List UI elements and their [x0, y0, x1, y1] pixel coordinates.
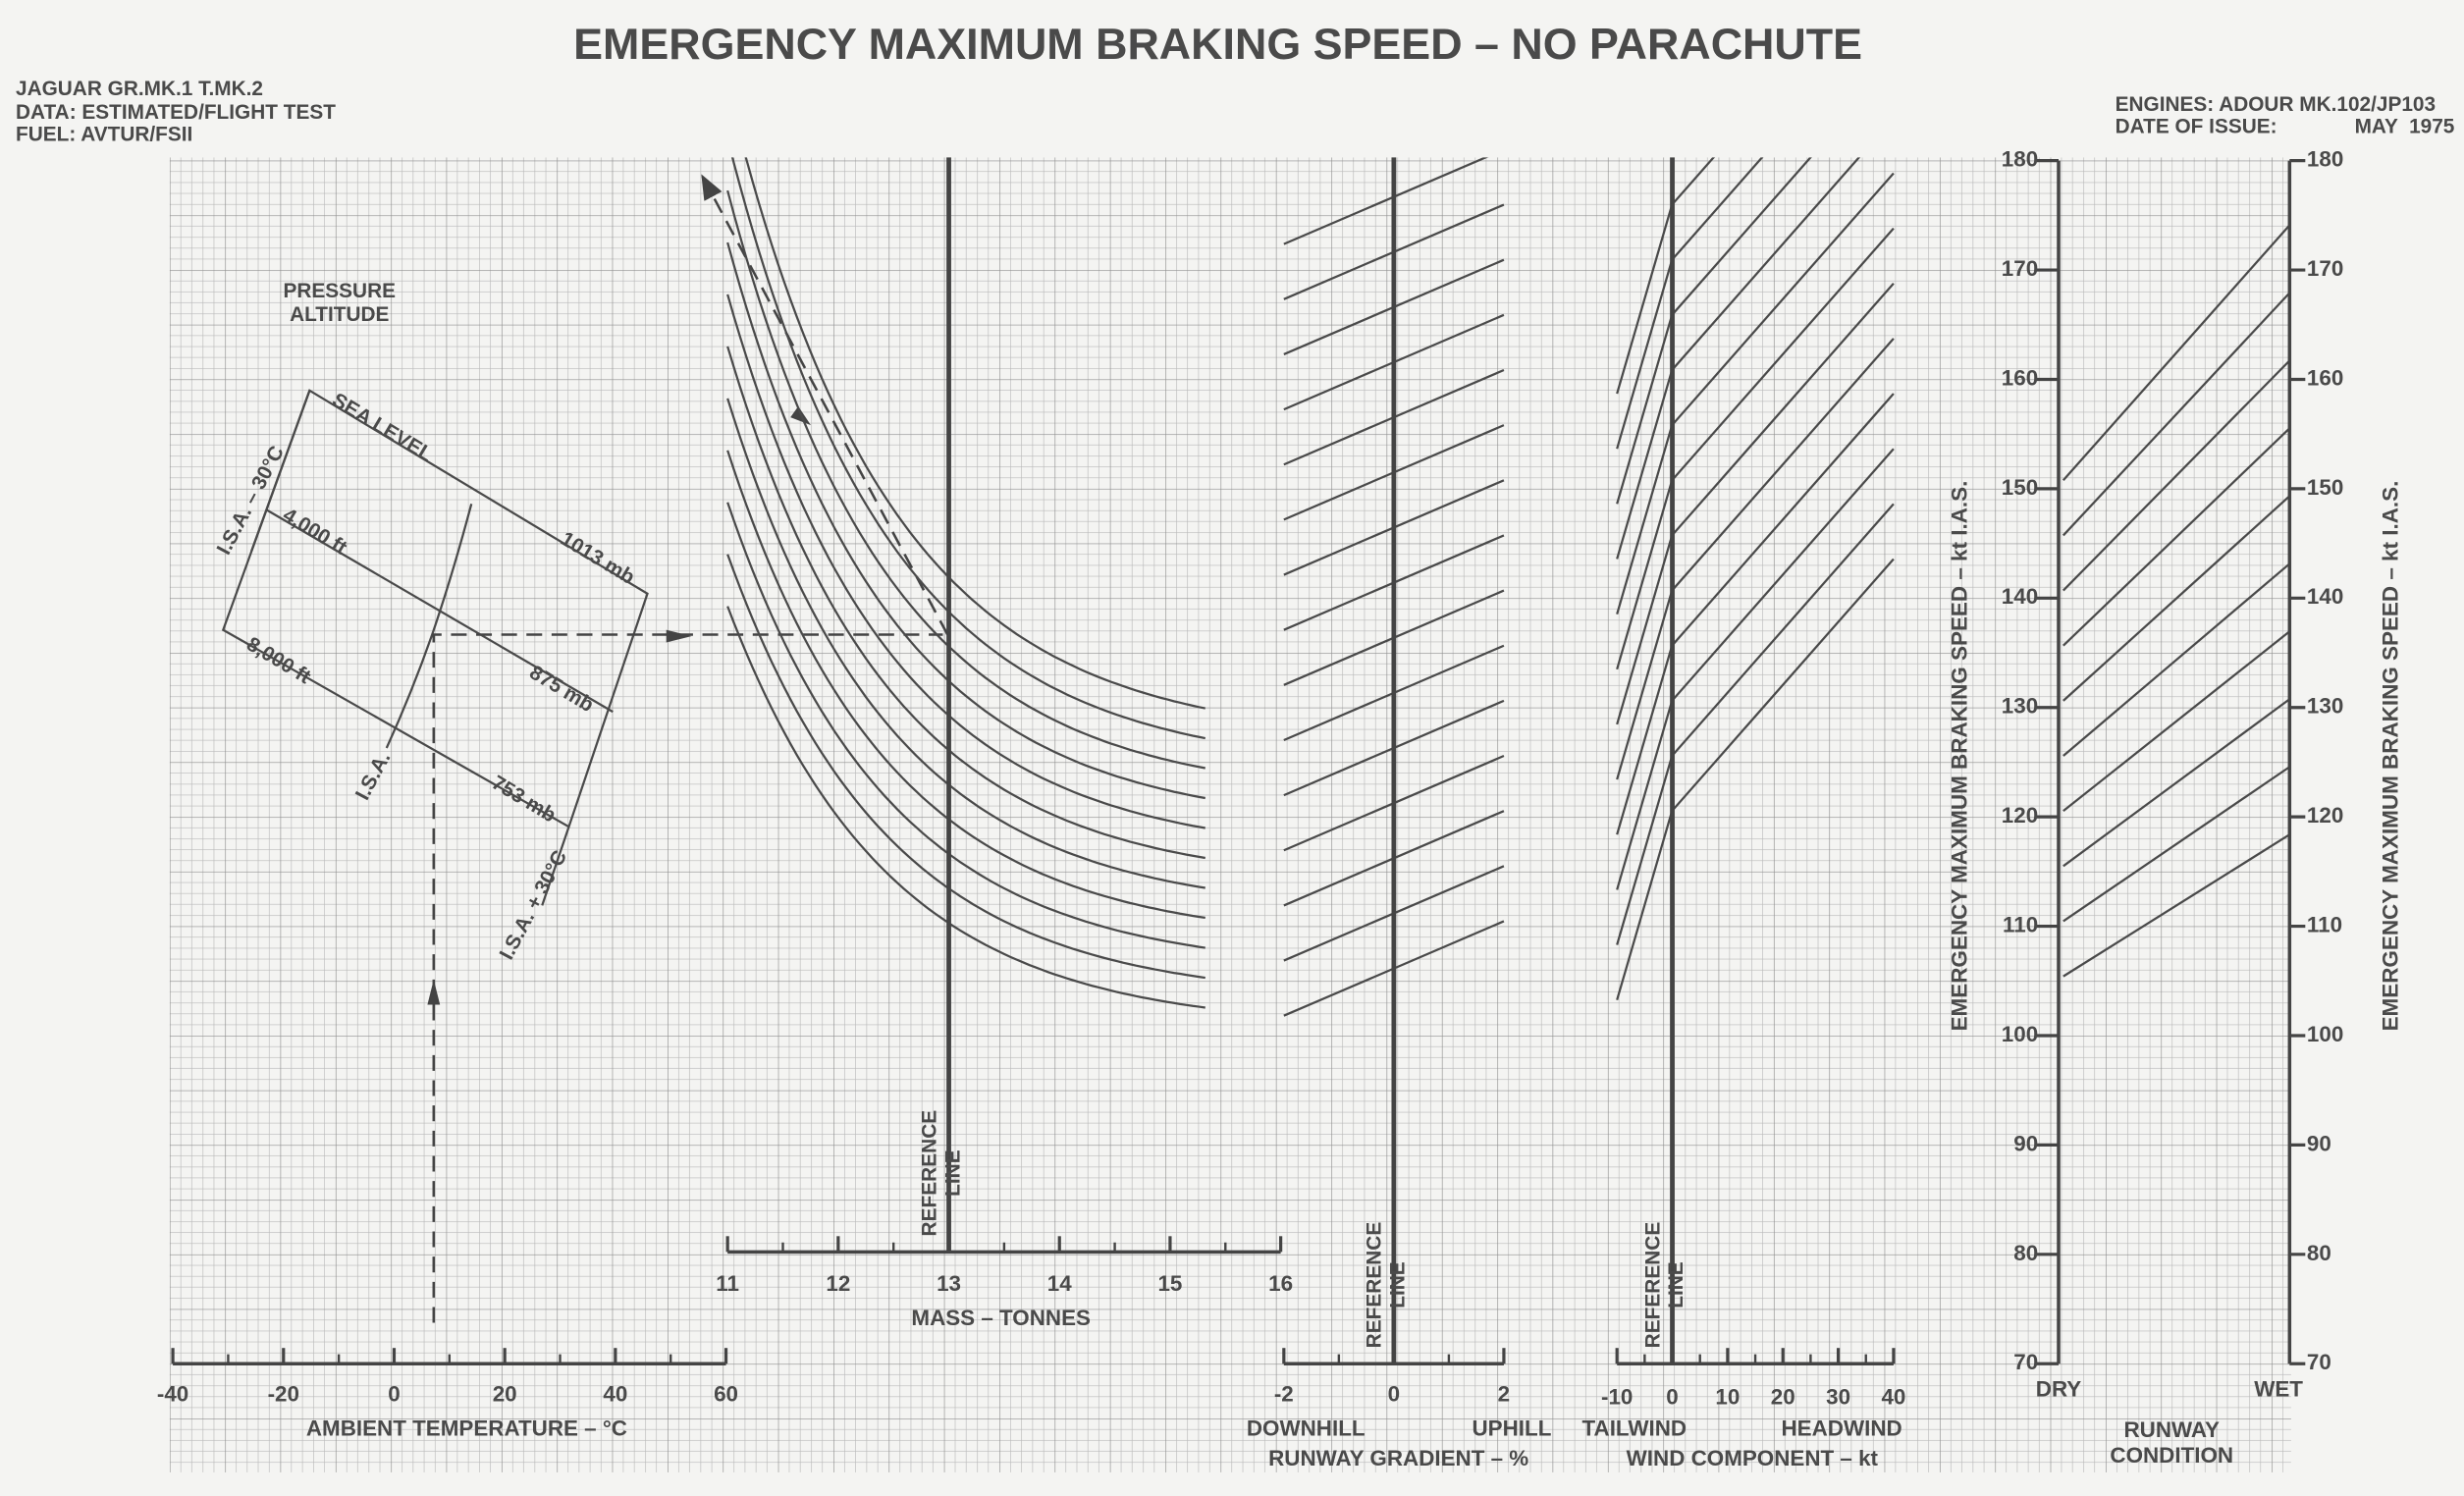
x-tick-label: 2 [1498, 1381, 1510, 1406]
x-tick-label: 0 [388, 1381, 400, 1406]
altitude-grid [221, 389, 649, 906]
guide-curve [730, 157, 1206, 740]
x-tick-label: WET [2254, 1376, 2303, 1401]
guide-curve [726, 346, 1205, 860]
guide-curve [726, 189, 1206, 770]
guide-line [2062, 698, 2290, 868]
x-tick-label: -2 [1274, 1381, 1294, 1406]
y-tick-label: 70 [2307, 1350, 2331, 1374]
y-tick-label: 130 [2002, 694, 2038, 719]
y-tick-label: 120 [2002, 803, 2038, 828]
x-tick-label: 12 [826, 1271, 850, 1296]
engines: ENGINES: ADOUR MK.102/JP103 [2116, 93, 2436, 116]
y-axis-title: EMERGENCY MAXIMUM BRAKING SPEED – kt I.A… [1948, 481, 1972, 1032]
y-tick-label: 70 [2013, 1350, 2038, 1374]
reference-label: REFERENCELINE [1363, 1222, 1409, 1349]
x-side-label: UPHILL [1472, 1416, 1551, 1441]
x-tick-label: 14 [1047, 1271, 1072, 1296]
x-tick-label: 10 [1715, 1384, 1740, 1409]
x-axis-title: RUNWAY GRADIENT – % [1268, 1446, 1528, 1470]
x-tick-label: 20 [493, 1381, 517, 1406]
y-tick-label: 180 [2307, 147, 2343, 172]
guide-curve [726, 241, 1205, 800]
x-tick-label: -10 [1601, 1384, 1633, 1409]
x-tick-label: 30 [1826, 1384, 1850, 1409]
guide-curve [726, 502, 1205, 949]
x-tick-label: 16 [1268, 1271, 1293, 1296]
y-tick-label: 140 [2002, 584, 2038, 609]
guide-curve [726, 554, 1205, 980]
guide-line [2062, 292, 2291, 537]
x-tick-label: 13 [937, 1271, 961, 1296]
x-side-label: HEADWIND [1782, 1416, 1902, 1441]
y-axis-title: EMERGENCY MAXIMUM BRAKING SPEED – kt I.A… [2378, 481, 2402, 1032]
aircraft: JAGUAR GR.MK.1 T.MK.2 [16, 78, 263, 100]
x-tick-label: 0 [1388, 1381, 1400, 1406]
y-tick-label: 180 [2002, 147, 2038, 172]
y-tick-label: 100 [2307, 1022, 2343, 1046]
y-tick-label: 90 [2307, 1131, 2331, 1155]
x-axis-title: RUNWAY CONDITION [2110, 1417, 2233, 1468]
reference-label: REFERENCELINE [918, 1110, 964, 1237]
guide-curve [726, 450, 1205, 920]
altitude-title: PRESSURE ALTITUDE [284, 279, 397, 325]
x-tick-label: -40 [157, 1381, 188, 1406]
x-tick-label: DRY [2036, 1376, 2082, 1401]
y-tick-label: 100 [2002, 1022, 2038, 1046]
y-tick-label: 160 [2307, 365, 2343, 390]
y-tick-label: 90 [2013, 1131, 2038, 1155]
y-tick-label: 150 [2002, 475, 2038, 500]
x-side-label: DOWNHILL [1247, 1416, 1366, 1441]
guide-line [2062, 562, 2291, 757]
guide-line [2062, 427, 2291, 647]
data-source: DATA: ESTIMATED/FLIGHT TEST [16, 101, 336, 124]
x-tick-label: 0 [1666, 1384, 1678, 1409]
y-tick-label: 160 [2002, 365, 2038, 390]
x-axis-title: AMBIENT TEMPERATURE – °C [306, 1416, 627, 1441]
y-tick-label: 140 [2307, 584, 2343, 609]
guide-line [2062, 359, 2291, 592]
y-tick-label: 130 [2307, 694, 2343, 719]
guide-curve [744, 157, 1206, 710]
x-tick-label: 11 [716, 1271, 739, 1296]
y-tick-label: 110 [2307, 912, 2342, 936]
title: EMERGENCY MAXIMUM BRAKING SPEED – NO PAR… [573, 19, 1862, 69]
x-tick-label: -20 [268, 1381, 299, 1406]
guide-line [2062, 224, 2291, 482]
y-tick-label: 110 [2003, 912, 2038, 936]
y-tick-label: 80 [2307, 1241, 2331, 1265]
guide-line [2062, 495, 2291, 702]
x-axis-title: WIND COMPONENT – kt [1627, 1446, 1879, 1470]
x-side-label: TAILWIND [1582, 1416, 1687, 1441]
example-path [432, 174, 949, 1323]
x-tick-label: 40 [1881, 1384, 1905, 1409]
y-tick-label: 170 [2002, 256, 2038, 281]
x-tick-label: 40 [603, 1381, 627, 1406]
guide-line [2062, 833, 2290, 978]
y-tick-label: 170 [2307, 256, 2343, 281]
date-label: DATE OF ISSUE: [2116, 115, 2277, 137]
guide-curve [726, 398, 1205, 889]
date: MAY 1975 [2355, 115, 2455, 137]
y-tick-label: 150 [2307, 475, 2343, 500]
guide-line [2062, 630, 2291, 813]
guide-curve [726, 606, 1205, 1009]
reference-label: REFERENCELINE [1641, 1222, 1687, 1349]
y-tick-label: 120 [2307, 803, 2343, 828]
y-tick-label: 80 [2013, 1241, 2038, 1265]
guide-curve [726, 294, 1205, 829]
x-tick-label: 60 [714, 1381, 738, 1406]
x-axis-title: MASS – TONNES [911, 1306, 1091, 1330]
guide-line [2062, 766, 2290, 923]
fuel: FUEL: AVTUR/FSII [16, 123, 192, 145]
graph-paper [169, 157, 2291, 1472]
x-tick-label: 15 [1157, 1271, 1182, 1296]
x-tick-label: 20 [1771, 1384, 1795, 1409]
